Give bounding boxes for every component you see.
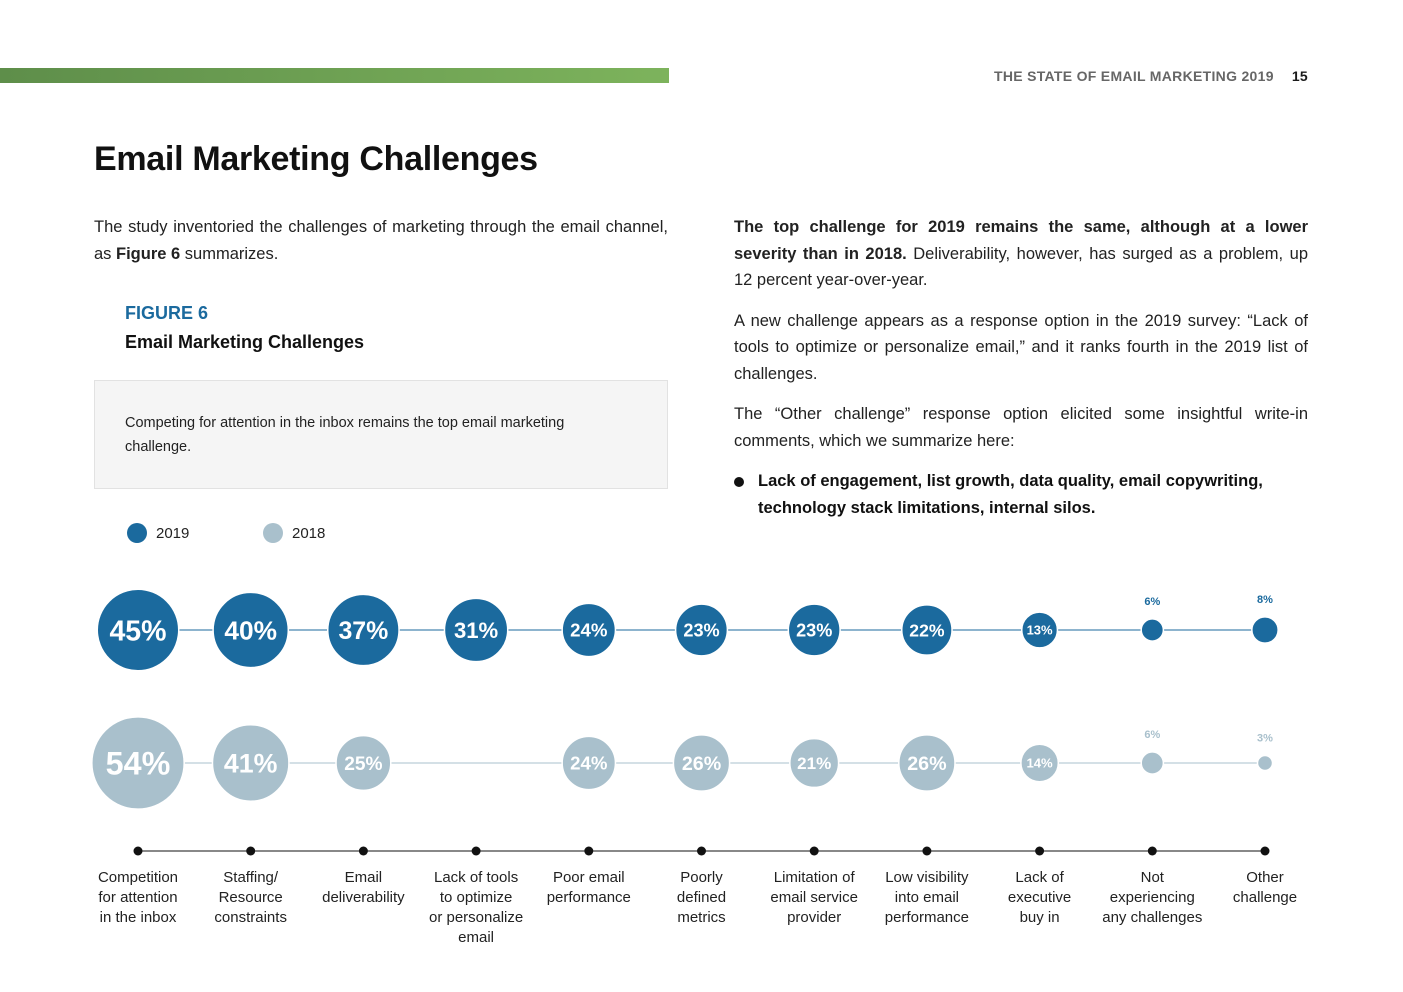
data-label-2018-9: 6% xyxy=(1144,729,1160,741)
data-label-2018-7: 26% xyxy=(907,753,946,775)
data-label-2019-5: 23% xyxy=(683,621,719,641)
running-header: THE STATE OF EMAIL MARKETING 2019 15 xyxy=(994,68,1308,84)
data-label-2018-1: 41% xyxy=(224,749,278,779)
bubble-2019-1 xyxy=(212,591,290,669)
bullet-icon xyxy=(734,477,744,487)
category-tick-dot-10 xyxy=(1260,846,1270,856)
category-label-6: Limitation of email service provider xyxy=(770,869,858,926)
data-label-2019-7: 22% xyxy=(909,620,945,640)
intro-text-before: The study inventoried the challenges of … xyxy=(94,218,668,263)
category-label-5: Poorly defined metrics xyxy=(676,869,727,926)
legend-label-2018: 2018 xyxy=(292,524,326,542)
intro-text-after: summarizes. xyxy=(180,244,279,263)
figure-callout-text: Competing for attention in the inbox rem… xyxy=(125,415,565,455)
bubble-2018-5 xyxy=(672,734,731,792)
bubble-2018-9 xyxy=(1140,751,1165,775)
category-label-0: Competition for attention in the inbox xyxy=(97,869,179,926)
right-paragraph-1-bold: The top challenge for 2019 remains the s… xyxy=(734,218,1308,263)
category-tick-dot-9 xyxy=(1147,846,1157,856)
data-label-2018-0: 54% xyxy=(106,746,171,782)
figure-title: Email Marketing Challenges xyxy=(125,332,365,352)
bubble-2019-5 xyxy=(674,603,729,657)
figure-callout-box: Competing for attention in the inbox rem… xyxy=(94,380,668,489)
right-paragraph-1-rest: Deliverability, however, has surged as a… xyxy=(734,244,1308,290)
bubble-2018-4 xyxy=(561,735,617,791)
legend-item-2019: 2019 xyxy=(127,523,190,544)
category-label-3: Lack of tools to optimize or personalize em… xyxy=(428,869,524,946)
category-tick-dot-4 xyxy=(584,846,594,856)
category-label-1: Staffing/Resource constraints xyxy=(214,869,287,926)
category-tick-dot-2 xyxy=(358,846,368,856)
intro-figure-ref: Figure 6 xyxy=(116,244,181,263)
running-title: THE STATE OF EMAIL MARKETING 2019 xyxy=(993,68,1274,84)
list-item: Lack of engagement, list growth, data qu… xyxy=(734,468,1308,521)
bubble-2018-8 xyxy=(1020,743,1060,783)
other-challenges-list: Lack of engagement, list growth, data qu… xyxy=(734,468,1308,521)
category-label-4: Poor email performance xyxy=(546,869,631,906)
right-paragraph-3: The “Other challenge” response option el… xyxy=(734,405,1308,450)
category-label-9: Not experiencing any challenges xyxy=(1102,869,1203,926)
bubble-2018-2 xyxy=(335,734,392,792)
legend-item-2018: 2018 xyxy=(263,523,326,544)
data-label-2018-4: 24% xyxy=(570,753,608,774)
list-item-text: Lack of engagement, list growth, data qu… xyxy=(758,472,1263,517)
legend-label-2019: 2019 xyxy=(156,524,190,542)
data-label-2019-2: 37% xyxy=(338,617,388,645)
bubble-2019-8 xyxy=(1021,611,1059,649)
category-tick-dot-0 xyxy=(133,846,143,856)
data-label-2018-5: 26% xyxy=(682,753,721,775)
category-tick-dot-8 xyxy=(1035,846,1045,856)
right-paragraph-1: The top challenge for 2019 remains the s… xyxy=(734,214,1308,294)
category-tick-dot-6 xyxy=(809,846,819,856)
data-label-2019-3: 31% xyxy=(454,618,499,643)
data-label-2019-0: 45% xyxy=(109,615,166,647)
bubble-2019-0 xyxy=(96,588,180,672)
category-label-2: Email deliverability xyxy=(322,869,405,906)
data-label-2018-6: 21% xyxy=(797,754,831,773)
data-label-2019-1: 40% xyxy=(224,615,277,645)
data-label-2019-4: 24% xyxy=(570,620,608,641)
category-tick-dot-7 xyxy=(922,846,932,856)
right-column: The top challenge for 2019 remains the s… xyxy=(734,214,1308,521)
data-label-2019-10: 8% xyxy=(1257,594,1273,606)
bubble-2019-4 xyxy=(561,602,617,658)
data-label-2018-8: 14% xyxy=(1026,756,1053,771)
category-tick-dot-3 xyxy=(471,846,481,856)
page-number: 15 xyxy=(1291,68,1308,84)
category-tick-dot-5 xyxy=(697,846,706,856)
legend-dot-2018-icon xyxy=(263,523,283,543)
intro-paragraph: The study inventoried the challenges of … xyxy=(94,214,668,267)
page-title: Email Marketing Challenges xyxy=(94,140,538,178)
category-tick-dot-1 xyxy=(246,846,256,856)
bubble-2019-10 xyxy=(1251,616,1279,644)
bubble-2019-9 xyxy=(1140,618,1165,642)
legend-dot-2019-icon xyxy=(127,523,147,543)
bubble-2018-10 xyxy=(1256,754,1274,772)
bubble-2018-6 xyxy=(789,737,840,789)
category-label-8: Lack of executive buy in xyxy=(1007,869,1072,926)
bubble-2019-6 xyxy=(787,603,841,657)
bubble-2018-7 xyxy=(898,734,956,792)
challenges-bubble-chart: 45% 40% 37% 31% 24% 23% 23% 22% 13% 6% 8% 54% 41% 25%… xyxy=(91,588,1279,856)
data-label-2019-6: 23% xyxy=(796,621,832,641)
category-label-10: Other challenge xyxy=(1232,869,1298,906)
bubble-2018-0 xyxy=(91,716,185,810)
header-accent-bar xyxy=(0,68,669,83)
data-label-2018-10: 3% xyxy=(1257,732,1273,744)
category-label-7: Low visibility into email performance xyxy=(884,869,969,926)
bubble-2019-7 xyxy=(901,604,953,656)
right-paragraph-2: A new challenge appears as a response op… xyxy=(734,311,1308,383)
bubble-2019-2 xyxy=(326,593,400,667)
bubble-2019-3 xyxy=(443,597,509,663)
data-label-2019-8: 13% xyxy=(1027,623,1053,638)
data-label-2019-9: 6% xyxy=(1144,596,1160,608)
bubble-2018-1 xyxy=(211,724,290,802)
figure-label: FIGURE 6 xyxy=(125,303,209,323)
data-label-2018-2: 25% xyxy=(344,754,382,775)
